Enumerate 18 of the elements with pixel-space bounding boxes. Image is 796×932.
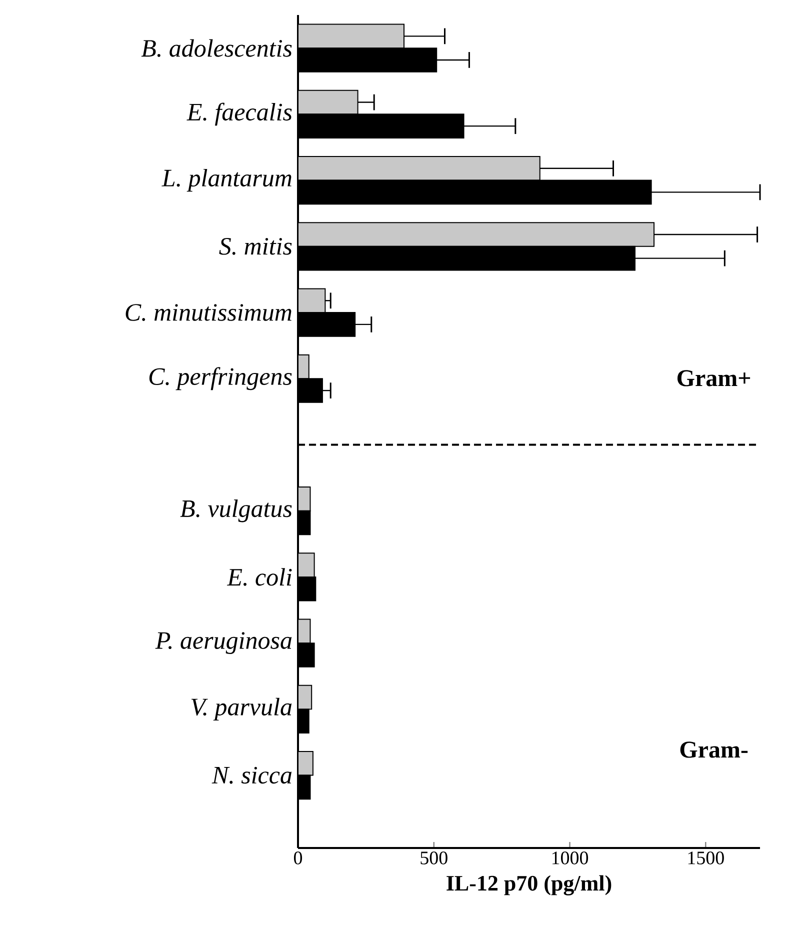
y-tick-label: L. plantarum: [162, 168, 292, 192]
y-tick-label: S. mitis: [219, 238, 292, 255]
y-tick-label: C. minutissimum: [126, 304, 292, 321]
y-tick-label: N. sicca: [212, 766, 292, 784]
y-tick-label: P. aeruginosa: [155, 632, 292, 654]
y-tick-label: B. adolescentis: [141, 39, 292, 57]
x-tick-label: 0: [294, 852, 302, 864]
x-tick-label: 1000: [552, 852, 588, 864]
y-tick-label: C. perfringens: [149, 367, 292, 390]
annotation: Gram-: [680, 742, 748, 758]
annotation: Gram+: [677, 370, 750, 386]
y-tick-label: E. faecalis: [186, 102, 292, 126]
y-tick-label: V. parvula: [191, 698, 292, 721]
x-tick-label: 500: [420, 852, 448, 864]
y-tick-label: B. vulgatus: [180, 500, 292, 522]
x-axis-title: IL-12 p70 (pg/ml): [446, 875, 612, 896]
y-tick-label: E. coli: [226, 568, 292, 586]
x-tick-label: 1500: [688, 852, 724, 864]
